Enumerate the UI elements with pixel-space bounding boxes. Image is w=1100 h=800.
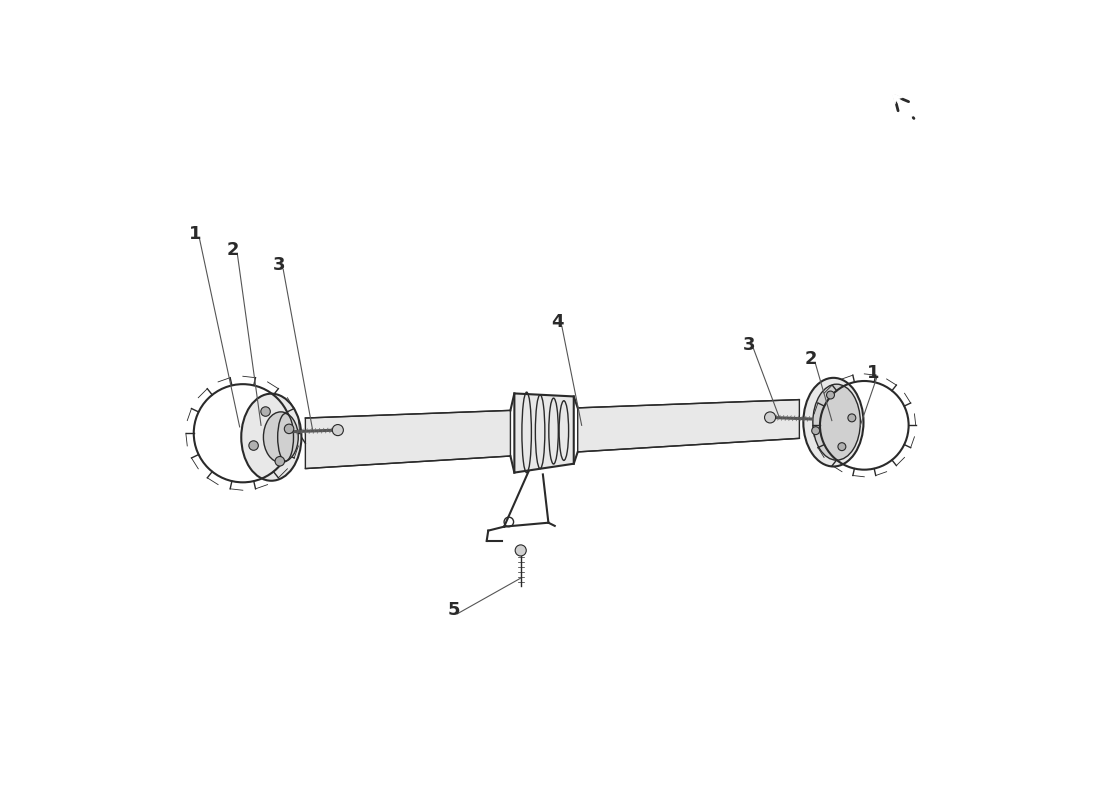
Polygon shape xyxy=(306,410,510,469)
Circle shape xyxy=(332,425,343,436)
Circle shape xyxy=(812,426,820,434)
Ellipse shape xyxy=(241,394,301,481)
Circle shape xyxy=(515,545,526,556)
Polygon shape xyxy=(578,399,800,452)
Text: 4: 4 xyxy=(552,314,564,331)
Ellipse shape xyxy=(803,378,864,466)
Text: 3: 3 xyxy=(273,257,286,274)
Circle shape xyxy=(284,424,294,434)
Circle shape xyxy=(848,414,856,422)
Circle shape xyxy=(764,412,776,423)
Text: 1: 1 xyxy=(867,364,879,382)
Text: 2: 2 xyxy=(805,350,817,368)
Text: 1: 1 xyxy=(189,225,201,242)
Text: 2: 2 xyxy=(227,241,240,258)
Ellipse shape xyxy=(813,384,860,460)
Ellipse shape xyxy=(263,412,298,462)
Circle shape xyxy=(275,457,285,466)
Circle shape xyxy=(249,441,258,450)
Circle shape xyxy=(838,442,846,450)
Text: 5: 5 xyxy=(448,601,460,618)
Circle shape xyxy=(261,406,271,416)
Text: 3: 3 xyxy=(744,335,756,354)
Polygon shape xyxy=(515,394,574,473)
Circle shape xyxy=(826,391,835,399)
